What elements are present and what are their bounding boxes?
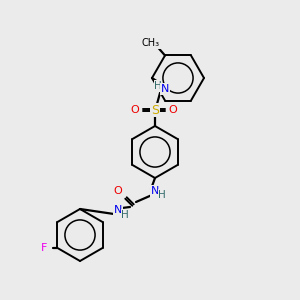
Text: O: O — [130, 105, 140, 115]
Text: H: H — [158, 190, 166, 200]
Text: N: N — [114, 205, 122, 215]
Text: O: O — [114, 186, 122, 196]
Text: H: H — [154, 81, 162, 91]
Text: N: N — [151, 186, 159, 196]
Text: F: F — [41, 243, 48, 253]
Text: H: H — [121, 210, 129, 220]
Text: S: S — [151, 103, 159, 116]
Text: N: N — [161, 84, 169, 94]
Text: CH₃: CH₃ — [142, 38, 160, 49]
Text: O: O — [169, 105, 177, 115]
